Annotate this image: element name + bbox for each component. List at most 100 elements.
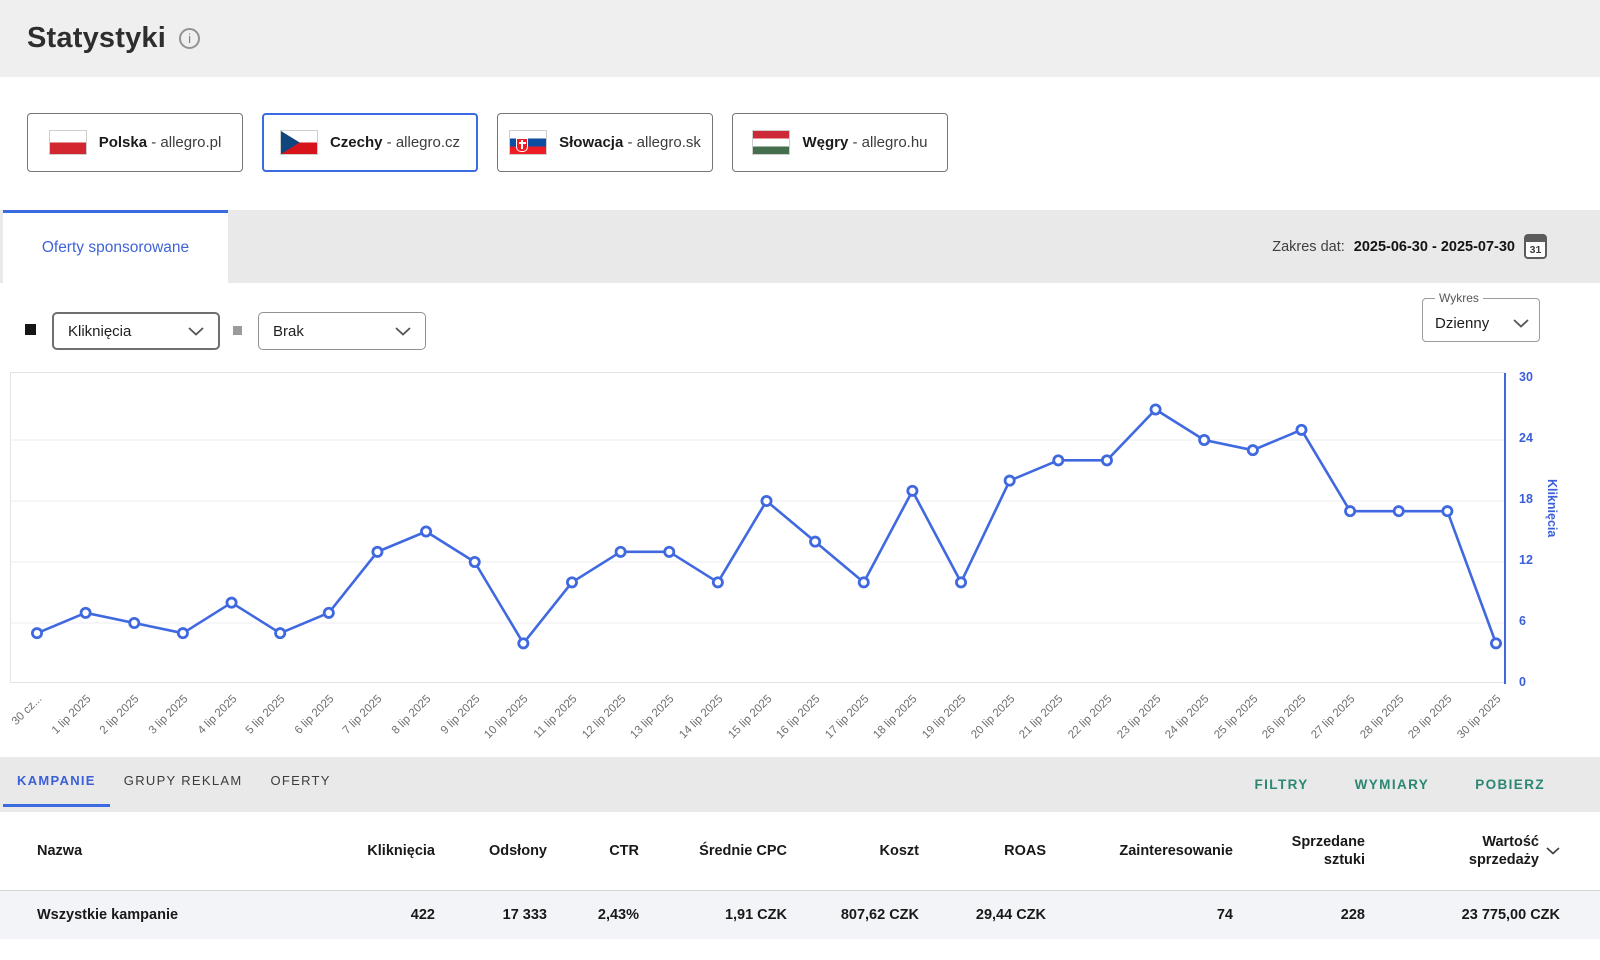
data-point <box>1346 507 1355 516</box>
country-button-czechy[interactable]: Czechy - allegro.cz <box>262 113 478 172</box>
cell-odslony: 17 333 <box>435 890 547 939</box>
poland-flag-icon <box>49 130 87 155</box>
results-table: Nazwa Kliknięcia Odsłony CTR Średnie CPC… <box>0 812 1600 939</box>
table-header-row: Nazwa Kliknięcia Odsłony CTR Średnie CPC… <box>0 812 1600 890</box>
column-header-roas[interactable]: ROAS <box>919 812 1046 890</box>
date-range-value: 2025-06-30 - 2025-07-30 <box>1354 239 1515 255</box>
data-point <box>811 537 820 546</box>
data-point <box>1200 435 1209 444</box>
country-selector: Polska - allegro.pl Czechy - allegro.cz … <box>0 77 1600 210</box>
data-point <box>1151 405 1160 414</box>
data-point <box>1443 507 1452 516</box>
metric-select-primary[interactable]: Kliknięcia <box>52 312 220 350</box>
data-point <box>1054 456 1063 465</box>
data-point <box>227 598 236 607</box>
country-name: Polska <box>99 134 147 151</box>
cell-klikniecia: 422 <box>340 890 435 939</box>
metric-select-secondary-value: Brak <box>273 323 304 340</box>
data-point <box>81 608 90 617</box>
country-name: Węgry <box>802 134 848 151</box>
results-table-panel: Nazwa Kliknięcia Odsłony CTR Średnie CPC… <box>0 812 1600 960</box>
chart-panel: Kliknięcia Brak Wykres Dzienny Kliknięci… <box>0 283 1600 757</box>
column-header-wartosc-sprzedazy[interactable]: Wartość sprzedaży <box>1365 812 1600 890</box>
cell-roas: 29,44 CZK <box>919 890 1046 939</box>
country-domain: - allegro.sk <box>628 134 701 151</box>
y-tick-label: 30 <box>1519 370 1553 384</box>
column-header-zainteresowanie[interactable]: Zainteresowanie <box>1046 812 1233 890</box>
tab-oferty-sponsorowane[interactable]: Oferty sponsorowane <box>3 210 228 283</box>
column-header-odslony[interactable]: Odsłony <box>435 812 547 890</box>
y-tick-label: 24 <box>1519 431 1553 445</box>
chart-interval-label: Wykres <box>1435 291 1483 305</box>
data-point <box>1005 476 1014 485</box>
data-point <box>1248 446 1257 455</box>
cell-wartosc-sprzedazy: 23 775,00 CZK <box>1365 890 1600 939</box>
tab-grupy-reklam[interactable]: GRUPY REKLAM <box>110 757 257 807</box>
chevron-down-icon <box>395 327 411 336</box>
date-range-picker[interactable]: Zakres dat: 2025-06-30 - 2025-07-30 31 <box>1272 210 1547 283</box>
column-header-nazwa[interactable]: Nazwa <box>0 812 340 890</box>
data-point <box>762 496 771 505</box>
calendar-day: 31 <box>1526 243 1545 257</box>
country-button-wegry[interactable]: Węgry - allegro.hu <box>732 113 948 172</box>
clicks-series-line <box>37 410 1496 644</box>
country-domain: - allegro.cz <box>387 134 460 151</box>
y-tick-label: 12 <box>1519 553 1553 567</box>
country-button-polska[interactable]: Polska - allegro.pl <box>27 113 243 172</box>
cell-nazwa: Wszystkie kampanie <box>0 890 340 939</box>
chart-interval-select[interactable]: Wykres Dzienny <box>1422 291 1540 342</box>
country-name: Czechy <box>330 134 383 151</box>
y-tick-label: 0 <box>1519 675 1553 689</box>
table-row-wszystkie-kampanie: Wszystkie kampanie 422 17 333 2,43% 1,91… <box>0 890 1600 939</box>
sort-chevron-icon <box>1546 847 1560 855</box>
cell-zainteresowanie: 74 <box>1046 890 1233 939</box>
app-header: Statystyki i <box>0 0 1600 77</box>
data-point <box>1491 639 1500 648</box>
country-domain: - allegro.pl <box>151 134 221 151</box>
chart-interval-value: Dzienny <box>1435 315 1489 332</box>
data-point <box>1102 456 1111 465</box>
data-point <box>616 547 625 556</box>
data-point <box>859 578 868 587</box>
column-header-koszt[interactable]: Koszt <box>787 812 919 890</box>
data-point <box>665 547 674 556</box>
page-title: Statystyki <box>27 22 166 55</box>
action-pobierz[interactable]: POBIERZ <box>1475 777 1545 792</box>
column-header-klikniecia[interactable]: Kliknięcia <box>340 812 435 890</box>
column-header-ctr[interactable]: CTR <box>547 812 639 890</box>
data-point <box>713 578 722 587</box>
metric-select-secondary[interactable]: Brak <box>258 312 426 350</box>
y-axis-label: Kliknięcia <box>1545 479 1559 537</box>
data-point <box>1297 425 1306 434</box>
data-point <box>567 578 576 587</box>
cell-koszt: 807,62 CZK <box>787 890 919 939</box>
data-point <box>373 547 382 556</box>
column-header-sprzedane-sztuki[interactable]: Sprzedane sztuki <box>1233 812 1365 890</box>
cell-srednie-cpc: 1,91 CZK <box>639 890 787 939</box>
section-tab-row: Oferty sponsorowane Zakres dat: 2025-06-… <box>0 210 1600 283</box>
data-point <box>519 639 528 648</box>
cell-sprzedane-sztuki: 228 <box>1233 890 1365 939</box>
data-point <box>32 629 41 638</box>
y-tick-label: 18 <box>1519 492 1553 506</box>
data-point <box>1394 507 1403 516</box>
action-wymiary[interactable]: WYMIARY <box>1355 777 1430 792</box>
country-name: Słowacja <box>559 134 623 151</box>
cell-ctr: 2,43% <box>547 890 639 939</box>
action-filtry[interactable]: FILTRY <box>1255 777 1309 792</box>
data-point <box>324 608 333 617</box>
chevron-down-icon <box>1513 319 1529 328</box>
data-point <box>908 486 917 495</box>
info-icon[interactable]: i <box>179 28 200 49</box>
metric-select-primary-value: Kliknięcia <box>68 323 131 340</box>
table-actions: FILTRY WYMIARY POBIERZ <box>1255 757 1546 812</box>
column-header-srednie-cpc[interactable]: Średnie CPC <box>639 812 787 890</box>
country-button-slowacja[interactable]: Słowacja - allegro.sk <box>497 113 713 172</box>
data-point <box>470 557 479 566</box>
chevron-down-icon <box>188 327 204 336</box>
data-point <box>276 629 285 638</box>
data-point <box>130 618 139 627</box>
hungary-flag-icon <box>752 130 790 155</box>
series2-swatch <box>233 326 242 335</box>
series1-swatch <box>25 324 36 335</box>
